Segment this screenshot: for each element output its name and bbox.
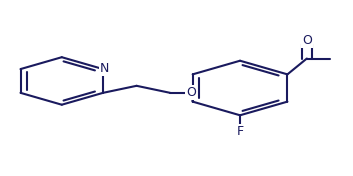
Text: N: N: [100, 62, 109, 75]
Text: O: O: [302, 34, 312, 46]
Text: O: O: [186, 86, 196, 99]
Text: F: F: [237, 125, 244, 138]
